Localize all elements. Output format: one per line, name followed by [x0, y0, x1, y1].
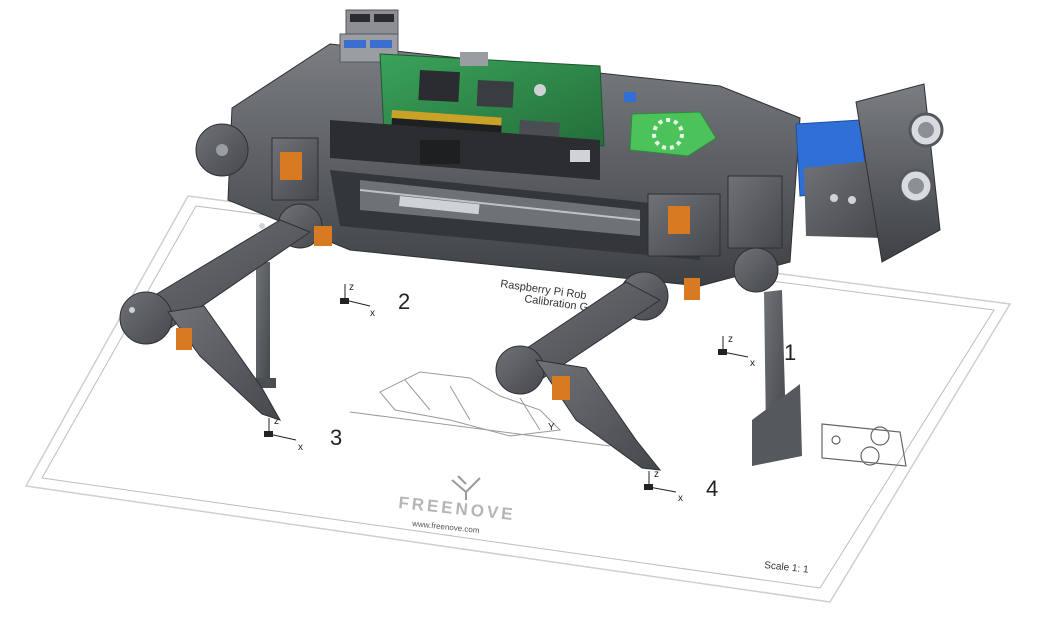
sheet-robot-outline	[349, 371, 611, 447]
axis-z-label: z	[728, 334, 733, 345]
marker-square	[340, 298, 349, 304]
marker-number: 3	[330, 425, 342, 450]
marker-4: z x 4	[644, 469, 718, 504]
axis-x-label: x	[370, 308, 375, 319]
raspberry-pi-board	[379, 52, 605, 149]
marker-number: 4	[706, 476, 718, 501]
axis-z-label: z	[349, 282, 354, 293]
axis-z-label: z	[654, 469, 659, 480]
leg-front-right	[727, 175, 783, 293]
led-ring-board	[629, 111, 717, 157]
front-support-post	[752, 290, 802, 466]
marker-number: 2	[398, 289, 410, 314]
driver-board	[330, 92, 636, 180]
axis-x-label: x	[678, 493, 683, 504]
leg-rear-left	[119, 137, 332, 421]
robot-dog	[119, 9, 944, 471]
axis-y-label: Y	[548, 422, 555, 433]
ultrasonic-sensor	[898, 112, 944, 204]
axis-x-label: x	[750, 358, 755, 369]
marker-3: z x 3	[264, 416, 342, 453]
marker-2: z x 2	[340, 282, 410, 319]
axis-x-label: x	[298, 442, 303, 453]
logo-mark	[451, 475, 481, 500]
rear-hip	[195, 123, 249, 177]
marker-number: 1	[784, 340, 796, 365]
head	[795, 83, 944, 263]
axis-z-label: z	[274, 416, 279, 427]
leg-front-left	[495, 193, 721, 471]
sheet-head-outline	[821, 423, 907, 467]
scale-label: Scale 1: 1	[764, 560, 810, 576]
marker-1: z x 1	[718, 334, 796, 369]
gpio-header	[391, 110, 502, 134]
rear-support-post	[248, 262, 276, 388]
calibration-sheet: Raspberry Pi Rob Calibration G z x 2 z x…	[24, 195, 1012, 603]
